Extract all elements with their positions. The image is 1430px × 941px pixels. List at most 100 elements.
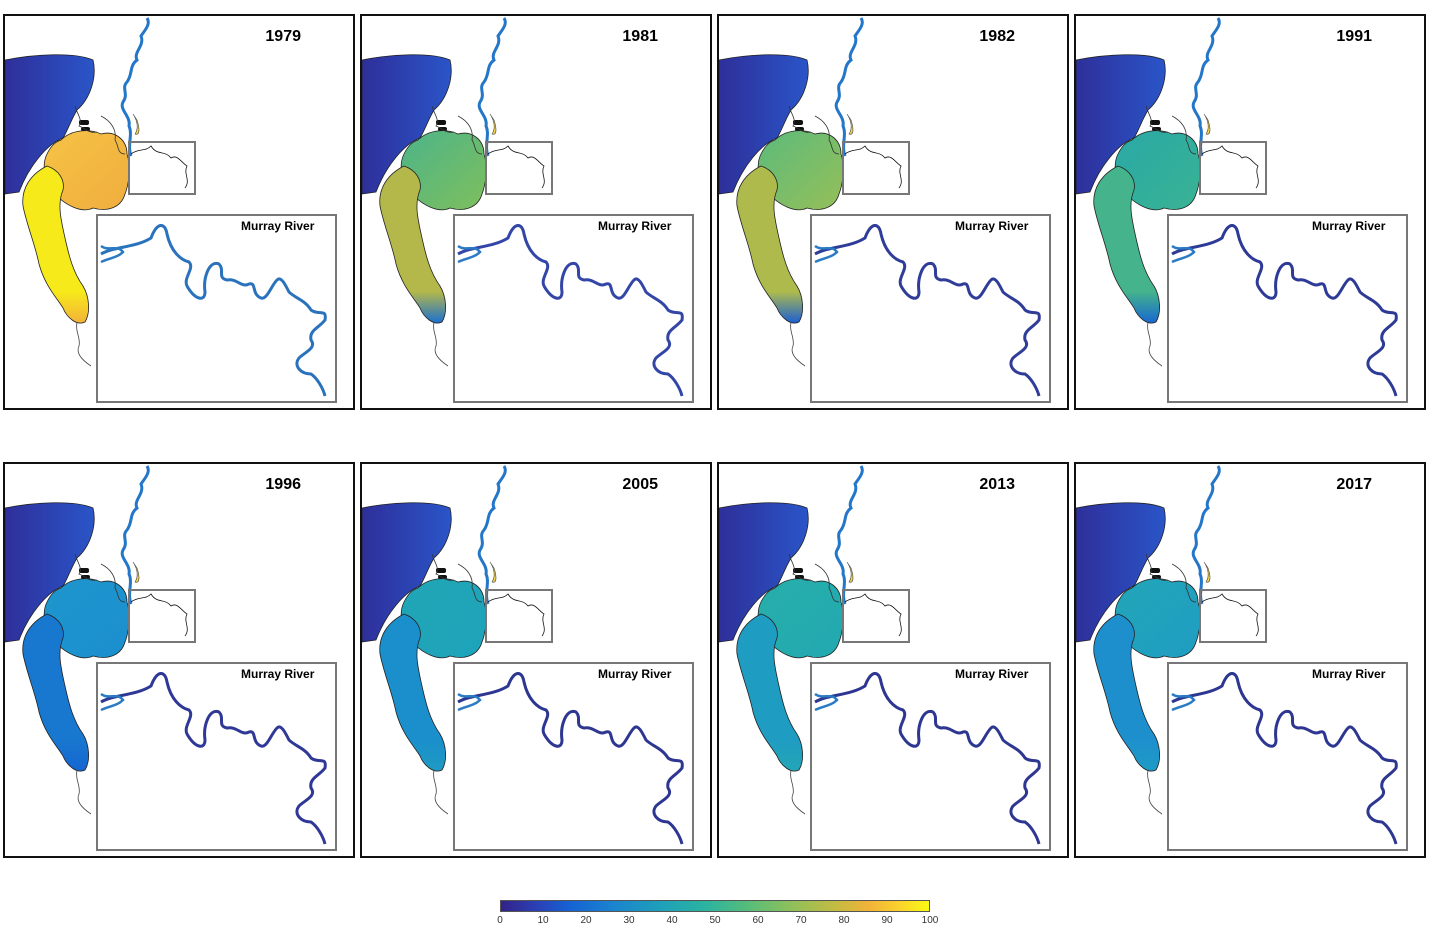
- locator-box: [485, 141, 553, 195]
- locator-river: [130, 145, 188, 189]
- map-canvas: [362, 17, 694, 403]
- inset-river: [100, 672, 327, 845]
- colorbar-tick: 50: [709, 915, 721, 926]
- side-lagoon: [132, 561, 140, 583]
- upstream-channel: [477, 17, 507, 157]
- inset-frame: [810, 214, 1051, 403]
- tributary: [457, 115, 483, 155]
- side-lagoon: [846, 113, 854, 135]
- tributary: [1171, 115, 1197, 155]
- tributary: [1145, 553, 1169, 581]
- panel-year-label: 2005: [622, 476, 658, 493]
- inset-frame: [453, 662, 694, 851]
- barrage-marker: [436, 568, 446, 573]
- tributary: [457, 563, 483, 603]
- gulf-region: [5, 502, 95, 643]
- inset-label: Murray River: [955, 219, 1029, 233]
- side-lagoon: [489, 113, 497, 135]
- map-panel: 1996 Murray River: [3, 462, 355, 858]
- colorbar-tick: 20: [580, 915, 592, 926]
- outlet-stream: [76, 769, 92, 815]
- locator-river: [130, 593, 188, 637]
- locator-box: [1199, 141, 1267, 195]
- barrage-marker: [793, 568, 803, 573]
- inset-river-mouth: [457, 244, 482, 264]
- coorong-lagoon: [22, 165, 89, 324]
- lake-region: [757, 130, 844, 211]
- barrage-marker: [79, 568, 89, 573]
- map-panel: 1991 Murray River: [1074, 14, 1426, 410]
- map-panel: 2013 Murray River: [717, 462, 1069, 858]
- inset-river: [457, 672, 684, 845]
- tributary: [431, 553, 455, 581]
- coorong-lagoon: [736, 613, 803, 772]
- map-canvas: [1076, 17, 1408, 403]
- inset-river-mouth: [1171, 692, 1196, 712]
- colorbar-tick: 60: [752, 915, 764, 926]
- inset-frame: [1167, 662, 1408, 851]
- colorbar-tick: 30: [623, 915, 635, 926]
- map-canvas: [719, 465, 1051, 851]
- colorbar-tick: 100: [921, 915, 939, 926]
- locator-river: [487, 593, 545, 637]
- upstream-channel: [1191, 465, 1221, 605]
- coorong-lagoon: [379, 165, 446, 324]
- tributary: [814, 563, 840, 603]
- tributary: [1171, 563, 1197, 603]
- colorbar-tick: 0: [497, 915, 503, 926]
- panel-year-label: 1991: [1336, 28, 1372, 45]
- inset-label: Murray River: [598, 219, 672, 233]
- upstream-channel: [834, 17, 864, 157]
- lake-region: [43, 130, 130, 211]
- inset-river: [457, 224, 684, 397]
- map-canvas: [1076, 465, 1408, 851]
- colorbar-tick: 10: [537, 915, 549, 926]
- lake-region: [43, 578, 130, 659]
- inset-label: Murray River: [241, 219, 315, 233]
- coorong-lagoon: [22, 613, 89, 772]
- panel-year-label: 1982: [979, 28, 1015, 45]
- inset-river: [814, 224, 1041, 397]
- outlet-stream: [790, 769, 806, 815]
- gulf-region: [1076, 54, 1166, 195]
- panel-year-label: 2017: [1336, 476, 1372, 493]
- outlet-stream: [433, 769, 449, 815]
- map-canvas: [5, 17, 337, 403]
- side-lagoon: [846, 561, 854, 583]
- gulf-region: [5, 54, 95, 195]
- map-canvas: [5, 465, 337, 851]
- tributary: [788, 553, 812, 581]
- gulf-region: [362, 502, 452, 643]
- barrage-marker: [79, 120, 89, 125]
- inset-river-mouth: [814, 692, 839, 712]
- inset-river-mouth: [1171, 244, 1196, 264]
- tributary: [74, 553, 98, 581]
- inset-label: Murray River: [598, 667, 672, 681]
- inset-label: Murray River: [1312, 219, 1386, 233]
- inset-label: Murray River: [955, 667, 1029, 681]
- inset-frame: [810, 662, 1051, 851]
- upstream-channel: [1191, 17, 1221, 157]
- colorbar-tick: 80: [838, 915, 850, 926]
- inset-frame: [96, 214, 337, 403]
- outlet-stream: [76, 321, 92, 367]
- upstream-channel: [477, 465, 507, 605]
- lake-region: [400, 130, 487, 211]
- inset-river: [1171, 224, 1398, 397]
- map-panel: 1982 Murray River: [717, 14, 1069, 410]
- inset-frame: [453, 214, 694, 403]
- side-lagoon: [1203, 561, 1211, 583]
- inset-frame: [96, 662, 337, 851]
- barrage-marker: [793, 120, 803, 125]
- colorbar-tick: 90: [881, 915, 893, 926]
- panel-year-label: 1996: [265, 476, 301, 493]
- panel-year-label: 1979: [265, 28, 301, 45]
- locator-box: [485, 589, 553, 643]
- side-lagoon: [132, 113, 140, 135]
- colorbar-tick: 40: [666, 915, 678, 926]
- locator-river: [1201, 593, 1259, 637]
- locator-river: [1201, 145, 1259, 189]
- map-panel: 2017 Murray River: [1074, 462, 1426, 858]
- inset-river: [814, 672, 1041, 845]
- upstream-channel: [120, 465, 150, 605]
